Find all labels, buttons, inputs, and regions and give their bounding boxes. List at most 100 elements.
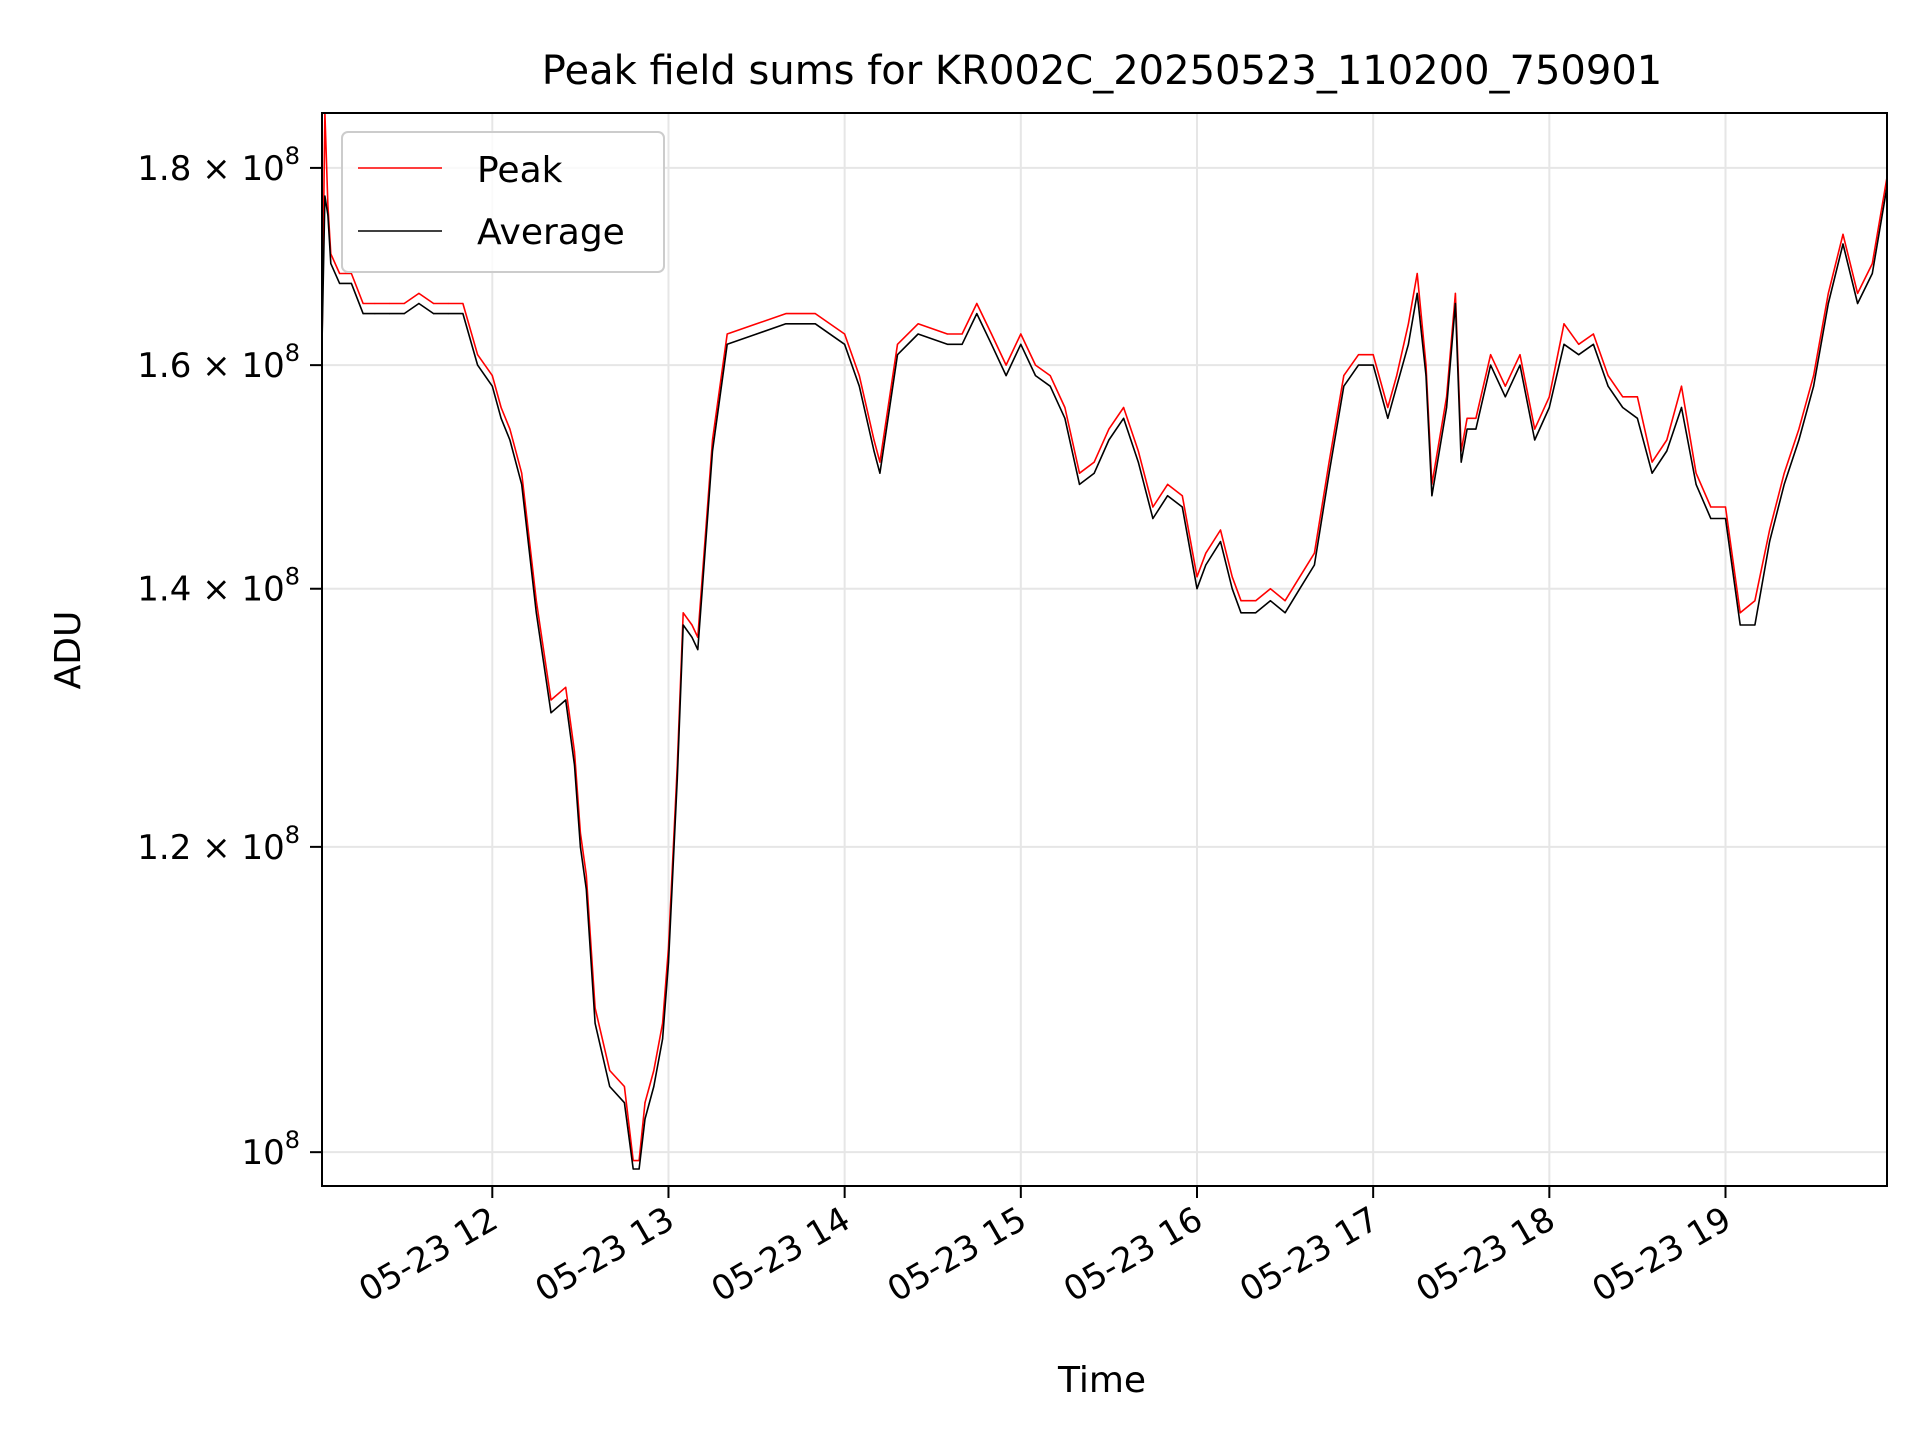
series-average-point	[1123, 417, 1125, 419]
series-peak-point	[1592, 333, 1594, 335]
y-tick-exponent: 8	[285, 339, 300, 367]
series-average-point	[844, 343, 846, 345]
series-peak-point	[1813, 375, 1815, 377]
series-average-point	[433, 313, 435, 315]
series-average-point	[1827, 302, 1829, 305]
series-average-point	[477, 364, 479, 366]
series-average-point	[961, 343, 963, 345]
y-tick-mantissa: 1.4 × 10	[137, 570, 284, 610]
y-tick-mantissa: 1.8 × 10	[137, 149, 284, 189]
series-peak-point	[362, 302, 364, 305]
y-tick-label: 1.8 × 108	[137, 142, 300, 189]
series-peak-point	[1407, 323, 1409, 325]
series-peak-point	[1108, 428, 1110, 430]
legend-box	[341, 131, 665, 273]
series-peak-point	[1680, 385, 1683, 387]
series-average-point	[1328, 472, 1330, 474]
y-tick-exponent: 8	[285, 821, 300, 849]
series-average-point	[691, 636, 693, 638]
series-peak-point	[623, 1085, 626, 1088]
x-axis-label: Time	[1057, 1360, 1146, 1401]
series-average-point	[1680, 406, 1683, 409]
series-average-point	[609, 1085, 611, 1088]
series-average-point	[1460, 461, 1462, 463]
series-peak-point	[350, 272, 352, 275]
series-peak-point	[814, 313, 816, 315]
series-average-point	[1813, 385, 1815, 387]
series-peak-point	[327, 204, 329, 207]
series-peak-point	[1827, 292, 1829, 294]
series-peak-point	[1769, 529, 1771, 531]
series-peak-point	[1123, 406, 1125, 409]
series-peak-point	[1490, 354, 1492, 356]
series-average-point	[1710, 517, 1712, 520]
series-peak-point	[1710, 506, 1712, 508]
series-average-point	[1181, 506, 1183, 508]
series-peak-point	[1387, 406, 1389, 409]
series-average-point	[662, 1038, 664, 1040]
series-average-point	[697, 649, 699, 651]
series-peak-point	[917, 323, 919, 325]
series-peak-point	[1231, 576, 1233, 578]
chart-title: Peak field sums for KR002C_20250523_1102…	[542, 48, 1662, 94]
series-average-point	[896, 354, 899, 356]
series-peak-point	[521, 472, 523, 474]
series-average-point	[327, 214, 329, 216]
series-average-point	[1396, 385, 1398, 387]
series-peak-point	[1284, 600, 1286, 602]
series-average-point	[1431, 495, 1433, 497]
series-average-point	[418, 302, 420, 305]
series-peak-point	[509, 428, 511, 430]
grid-lines	[322, 113, 1887, 1186]
legend-average-label: Average	[477, 212, 625, 253]
series-average-point	[1425, 375, 1427, 377]
series-average-point	[1231, 588, 1233, 590]
series-average-point	[785, 323, 787, 325]
series-average-point	[573, 764, 576, 766]
series-peak-point	[1357, 354, 1360, 356]
series-average-point	[1592, 343, 1594, 345]
series-peak-point	[858, 375, 860, 377]
series-peak-point	[1167, 483, 1169, 485]
series-average-point	[350, 282, 352, 284]
series-average-point	[1167, 495, 1169, 497]
series-average-point	[638, 1168, 640, 1170]
series-average-point	[623, 1102, 626, 1104]
series-average-point	[1504, 396, 1506, 398]
series-peak-point	[691, 624, 693, 626]
series-peak-point	[1695, 472, 1697, 474]
series-average-point	[632, 1168, 634, 1170]
series-average-point	[1416, 292, 1418, 294]
series-peak-point	[1798, 428, 1800, 430]
y-tick-mantissa: 1.2 × 10	[137, 828, 284, 868]
series-average-point	[1137, 461, 1139, 463]
series-peak-point	[682, 612, 684, 614]
legend-peak-label: Peak	[477, 150, 563, 191]
series-average-point	[917, 333, 919, 335]
series-peak-point	[896, 343, 899, 345]
plot-frame	[321, 112, 1888, 1187]
series-average-point	[500, 417, 502, 419]
series-peak-point	[644, 1102, 646, 1104]
series-average-point	[1534, 439, 1536, 441]
series-peak-point	[1842, 233, 1844, 235]
y-tick-mantissa: 1.6 × 10	[137, 346, 284, 386]
series-peak-point	[535, 600, 537, 602]
series-average-point	[1020, 343, 1022, 345]
series-average-point	[579, 846, 582, 848]
series-average-point	[1078, 483, 1081, 485]
series-peak-point	[1563, 323, 1565, 325]
series-average-point	[1739, 624, 1741, 626]
series-peak-point	[961, 333, 963, 335]
series-peak-point	[1454, 292, 1456, 294]
y-axis-label: ADU	[48, 611, 89, 690]
series-peak-point	[447, 302, 449, 305]
series-peak-point	[1152, 506, 1154, 508]
series-average-point	[462, 313, 464, 315]
series-peak-point	[946, 333, 949, 335]
series-peak-point	[879, 461, 881, 463]
series-peak-point	[726, 333, 728, 335]
y-tick-label: 1.6 × 108	[137, 339, 300, 386]
series-peak-point	[1622, 396, 1624, 398]
